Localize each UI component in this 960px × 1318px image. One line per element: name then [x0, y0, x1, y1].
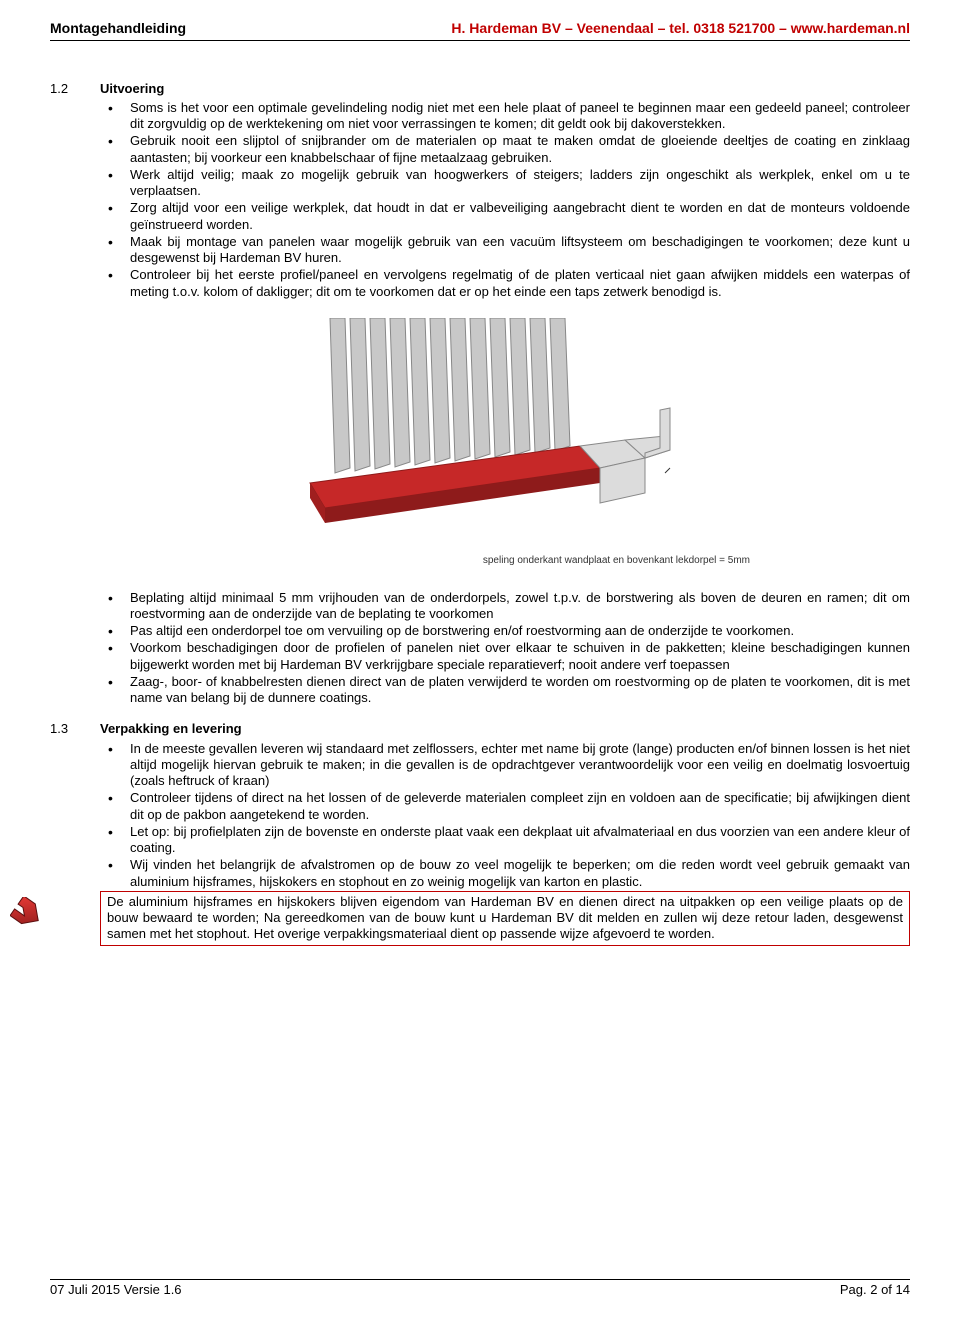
- footer-right: Pag. 2 of 14: [840, 1282, 910, 1298]
- section-num: 1.3: [50, 721, 100, 737]
- page-footer: 07 Juli 2015 Versie 1.6 Pag. 2 of 14: [50, 1279, 910, 1298]
- section-1-2-list: Soms is het voor een optimale gevelindel…: [50, 100, 910, 300]
- list-item: Voorkom beschadigingen door de profielen…: [100, 640, 910, 673]
- header-left: Montagehandleiding: [50, 20, 186, 38]
- section-title: Uitvoering: [100, 81, 164, 97]
- list-item: Controleer bij het eerste profiel/paneel…: [100, 267, 910, 300]
- list-item: Gebruik nooit een slijptol of snijbrande…: [100, 133, 910, 166]
- list-item: Beplating altijd minimaal 5 mm vrijhoude…: [100, 590, 910, 623]
- page-header: Montagehandleiding H. Hardeman BV – Veen…: [50, 20, 910, 41]
- figure-svg: [270, 318, 690, 548]
- list-item: Let op: bij profielplaten zijn de bovens…: [100, 824, 910, 857]
- list-item: Werk altijd veilig; maak zo mogelijk geb…: [100, 167, 910, 200]
- figure-caption: speling onderkant wandplaat en bovenkant…: [50, 555, 750, 568]
- list-item: Pas altijd een onderdorpel toe om vervui…: [100, 623, 910, 639]
- attention-arrow-icon: [10, 897, 44, 935]
- list-item: Zaag-, boor- of knabbelresten dienen dir…: [100, 674, 910, 707]
- header-right: H. Hardeman BV – Veenendaal – tel. 0318 …: [451, 20, 910, 38]
- section-1-2-heading: 1.2 Uitvoering: [50, 81, 910, 97]
- list-item: Soms is het voor een optimale gevelindel…: [100, 100, 910, 133]
- section-1-3-heading: 1.3 Verpakking en levering: [50, 721, 910, 737]
- footer-left: 07 Juli 2015 Versie 1.6: [50, 1282, 182, 1298]
- list-item: Zorg altijd voor een veilige werkplek, d…: [100, 200, 910, 233]
- list-item: Wij vinden het belangrijk de afvalstrome…: [100, 857, 910, 890]
- figure-wall-panel-sill: speling onderkant wandplaat en bovenkant…: [50, 318, 910, 568]
- list-item: Maak bij montage van panelen waar mogeli…: [100, 234, 910, 267]
- boxed-note: De aluminium hijsframes en hijskokers bl…: [100, 891, 910, 946]
- section-num: 1.2: [50, 81, 100, 97]
- list-item: Controleer tijdens of direct na het loss…: [100, 790, 910, 823]
- section-1-2b-list: Beplating altijd minimaal 5 mm vrijhoude…: [50, 590, 910, 707]
- section-1-3-list: In de meeste gevallen leveren wij standa…: [50, 741, 910, 890]
- section-title: Verpakking en levering: [100, 721, 242, 737]
- list-item: In de meeste gevallen leveren wij standa…: [100, 741, 910, 790]
